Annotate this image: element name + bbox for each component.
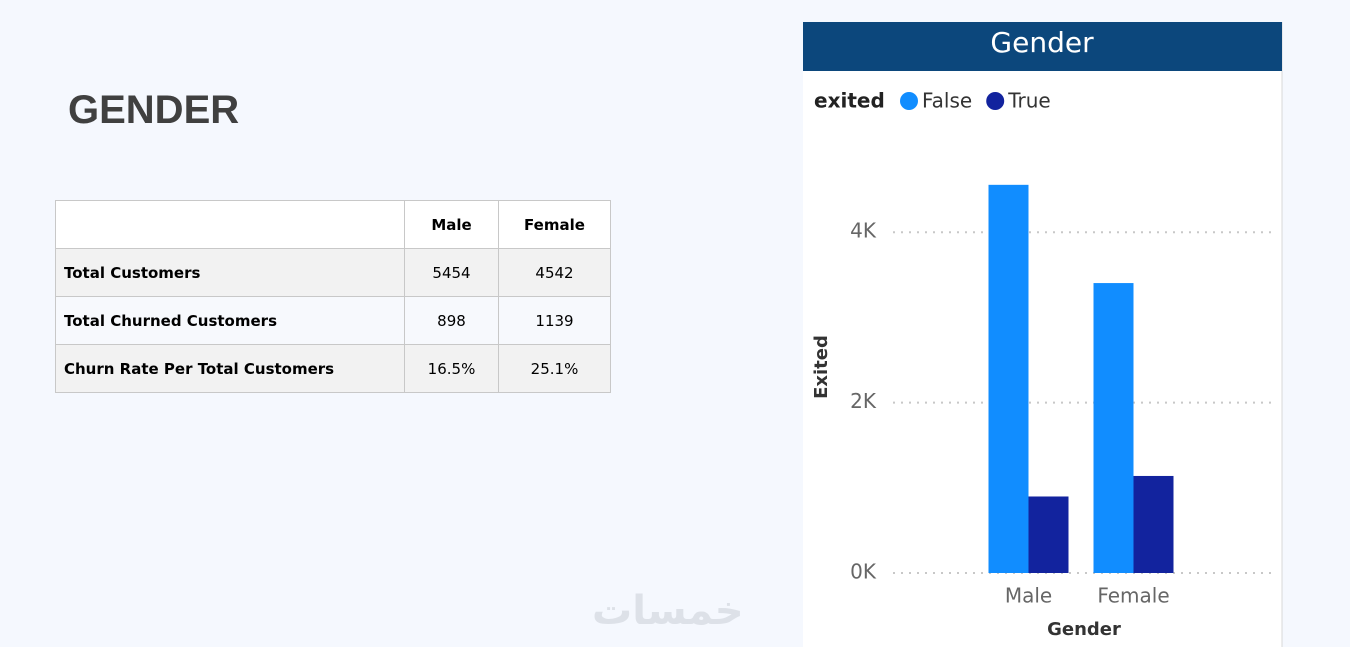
y-tick-label: 2K — [850, 389, 877, 413]
legend-label: False — [922, 89, 972, 113]
table-row: Total Customers 5454 4542 — [55, 248, 611, 297]
bar — [1028, 496, 1069, 573]
row-label: Total Churned Customers — [55, 296, 405, 345]
x-tick-label: Male — [1005, 584, 1052, 608]
corner-cell — [55, 200, 405, 249]
y-tick-label: 4K — [850, 219, 877, 243]
legend-title: exited — [814, 89, 885, 113]
cell: 25.1% — [498, 344, 611, 393]
watermark: خمسات — [592, 588, 744, 634]
legend-swatch — [900, 92, 918, 110]
table-row: Churn Rate Per Total Customers 16.5% 25.1% — [55, 344, 611, 393]
legend-swatch — [986, 92, 1005, 110]
cell: 1139 — [498, 296, 611, 345]
y-axis-label: Exited — [811, 335, 832, 399]
slide-title: GENDER — [68, 88, 240, 132]
summary-table: Male Female Total Customers 5454 4542 Total … — [55, 200, 611, 393]
x-axis-label: Gender — [1047, 619, 1121, 640]
table-row: Total Churned Customers 898 1139 — [55, 296, 611, 345]
legend-label: True — [1007, 89, 1050, 113]
x-tick-label: Female — [1097, 584, 1169, 608]
bar — [988, 184, 1029, 573]
row-label: Total Customers — [55, 248, 405, 297]
bar — [1133, 475, 1174, 573]
row-label: Churn Rate Per Total Customers — [55, 344, 405, 393]
chart-title: Gender — [990, 26, 1094, 59]
y-tick-label: 0K — [850, 560, 877, 584]
cell: 898 — [404, 296, 499, 345]
chart-header — [803, 22, 1282, 71]
cell: 16.5% — [404, 344, 499, 393]
cell: 4542 — [498, 248, 611, 297]
column-header: Female — [498, 200, 611, 249]
bar — [1093, 283, 1134, 573]
header-row: Male Female — [55, 200, 611, 249]
